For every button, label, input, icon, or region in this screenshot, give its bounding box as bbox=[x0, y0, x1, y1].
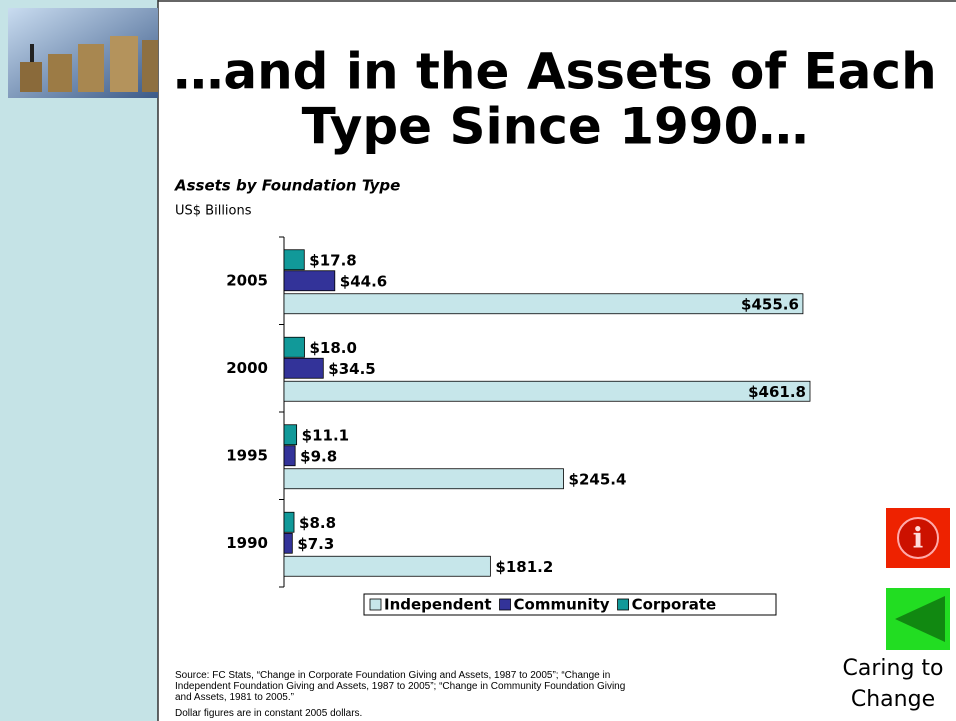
legend-swatch bbox=[499, 598, 511, 611]
value-label: $44.6 bbox=[340, 272, 387, 290]
header-image bbox=[8, 8, 158, 98]
value-label: $181.2 bbox=[495, 558, 553, 576]
value-label: $245.4 bbox=[569, 470, 627, 488]
info-button[interactable]: i bbox=[886, 508, 950, 568]
legend-label: Independent bbox=[384, 596, 492, 614]
value-label: $455.6 bbox=[741, 295, 799, 313]
value-label: $9.8 bbox=[300, 447, 337, 465]
category-label: 2000 bbox=[226, 359, 268, 377]
svg-text:i: i bbox=[913, 522, 924, 555]
source-note: Dollar figures are in constant 2005 doll… bbox=[175, 708, 362, 719]
bar bbox=[283, 532, 293, 554]
value-label: $17.8 bbox=[309, 251, 356, 269]
bar bbox=[283, 293, 804, 315]
side-strip bbox=[0, 0, 158, 721]
legend-box bbox=[363, 593, 777, 616]
bar bbox=[283, 468, 564, 490]
value-label: $18.0 bbox=[310, 339, 357, 357]
bar bbox=[283, 445, 296, 467]
bar bbox=[283, 270, 336, 292]
brand-text: Caring to bbox=[843, 656, 944, 681]
bar bbox=[283, 357, 324, 379]
category-label: 1995 bbox=[226, 446, 268, 464]
bar bbox=[283, 555, 491, 577]
bar bbox=[283, 336, 305, 358]
legend-swatch bbox=[369, 598, 382, 611]
back-button[interactable] bbox=[886, 588, 950, 650]
category-label: 2005 bbox=[226, 271, 268, 289]
bar bbox=[283, 511, 295, 533]
chart-title: Assets by Foundation Type bbox=[174, 177, 400, 195]
source-note: and Assets, 1981 to 2005.” bbox=[175, 692, 294, 703]
bar bbox=[283, 249, 305, 271]
value-label: $8.8 bbox=[299, 514, 336, 532]
category-label: 1990 bbox=[226, 534, 268, 552]
brand-text: Change bbox=[851, 687, 935, 712]
bar bbox=[283, 424, 298, 446]
value-label: $34.5 bbox=[328, 360, 375, 378]
slide-title: Type Since 1990… bbox=[302, 98, 809, 156]
value-label: $7.3 bbox=[297, 535, 334, 553]
source-note: Source: FC Stats, “Change in Corporate F… bbox=[175, 670, 610, 681]
value-label: $461.8 bbox=[748, 383, 806, 401]
value-label: $11.1 bbox=[302, 426, 349, 444]
source-note: Independent Foundation Giving and Assets… bbox=[175, 681, 625, 692]
legend-swatch bbox=[617, 598, 629, 611]
legend-label: Corporate bbox=[632, 596, 717, 614]
bar bbox=[283, 380, 811, 402]
chart-subtitle: US$ Billions bbox=[175, 204, 252, 219]
slide-title: …and in the Assets of Each bbox=[173, 43, 936, 101]
legend-label: Community bbox=[514, 596, 610, 614]
